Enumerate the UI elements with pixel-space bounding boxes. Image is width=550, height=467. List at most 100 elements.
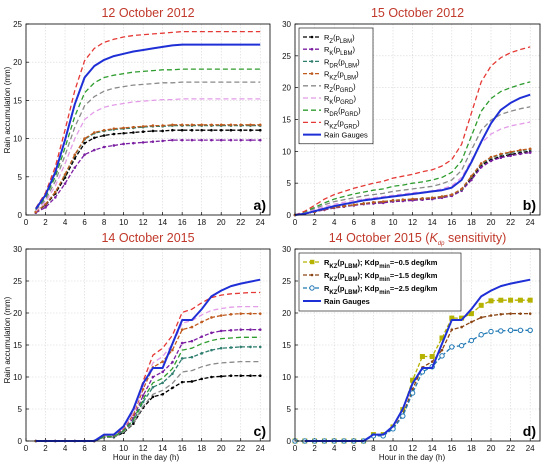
data-point [122,131,125,135]
legend-label: RKZ(pLBM); Kdpmin=−0.5 deg/km [324,258,438,270]
series-line-rdr_l [35,124,261,213]
x-tick-label: 0 [24,444,29,453]
x-tick-label: 0 [24,218,29,227]
series-line-rk_g [35,98,261,212]
data-point [210,123,213,127]
x-tick-label: 14 [158,444,167,453]
data-point [527,297,533,303]
x-tick-label: 6 [352,218,357,227]
data-point [519,312,522,315]
data-point [239,123,243,127]
y-tick-label: 20 [282,84,291,93]
x-tick-label: 24 [256,218,265,227]
y-tick-label: 10 [13,373,22,382]
data-point [239,312,243,315]
data-point [161,370,164,374]
data-point [458,342,465,349]
data-point [151,375,155,379]
data-point [132,131,135,134]
data-point [468,311,474,317]
data-point [141,125,145,128]
legend-label: RDR(pLBM) [324,57,360,69]
x-tick-label: 12 [408,218,417,227]
legend-marker [310,273,314,277]
data-point [180,341,184,345]
x-tick-label: 24 [526,218,535,227]
data-point [44,203,47,206]
panel-letter: c) [254,423,266,439]
panel-letter: b) [523,197,536,213]
series-line-rkz_g [35,30,261,209]
y-tick-label: 20 [282,309,291,318]
data-point [362,202,365,205]
data-point [258,374,262,378]
y-tick-label: 10 [282,147,291,156]
data-point [180,357,184,360]
series-line-rk_g [294,121,531,216]
data-point [83,153,86,156]
legend-marker [310,47,314,51]
data-point [210,331,213,335]
data-point [102,145,106,149]
data-point [219,138,223,142]
data-point [372,200,375,204]
y-tick-label: 0 [18,437,23,446]
plot-area [26,24,270,215]
data-point [470,174,473,178]
data-point [190,128,194,132]
data-point [460,325,463,329]
x-tick-label: 24 [256,444,265,453]
data-point [219,314,223,317]
data-point [171,348,174,352]
x-tick-label: 18 [197,218,206,227]
data-point [440,348,444,352]
data-point [478,302,484,308]
legend-label: RK(pLBM) [324,45,355,57]
x-tick-label: 4 [63,444,68,453]
data-point [161,129,164,133]
legend-marker [310,35,314,39]
data-point [391,199,395,202]
y-axis-label-top: Rain accumulation (mm) [3,66,12,153]
data-point [171,360,174,364]
y-tick-label: 30 [13,245,22,254]
data-point [527,327,533,333]
data-point [528,312,532,315]
data-point [171,386,174,390]
data-point [229,346,233,349]
series-line-rz_l [35,129,261,213]
data-point [112,144,116,147]
x-tick-label: 14 [428,218,437,227]
legend-label: Rain Gauges [324,131,368,140]
data-point [450,328,454,331]
legend-label: RKZ(pLBM) [324,70,359,82]
data-point [53,190,57,194]
data-point [102,134,106,137]
x-tick-label: 10 [389,218,398,227]
x-tick-label: 10 [119,218,128,227]
y-tick-label: 15 [282,116,291,125]
x-tick-label: 20 [487,444,496,453]
x-tick-label: 16 [447,218,456,227]
data-point [498,328,504,334]
data-point [141,394,145,397]
data-point [229,123,233,127]
data-point [210,128,213,132]
data-point [229,312,233,316]
data-point [171,372,174,376]
legend-label: RKZ(pLBM); Kdpmin=−2.5 deg/km [324,284,438,296]
data-point [200,335,203,338]
data-point [132,422,135,426]
x-tick-label: 2 [312,444,317,453]
x-tick-label: 0 [293,218,298,227]
series-line-rg [34,43,261,210]
data-point [102,128,106,132]
legend-marker [310,259,315,265]
data-point [488,298,494,304]
data-point [519,148,522,152]
x-tick-label: 14 [428,444,437,453]
data-point [219,346,223,350]
data-point [229,138,233,142]
data-point [73,153,77,156]
